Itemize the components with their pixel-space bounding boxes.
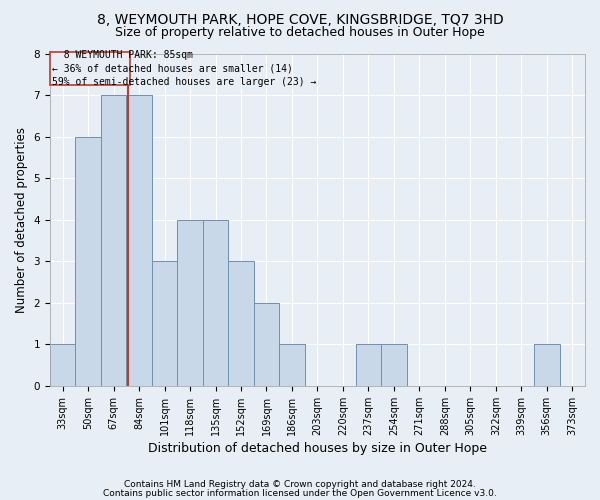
Bar: [101, 96, 127, 386]
X-axis label: Distribution of detached houses by size in Outer Hope: Distribution of detached houses by size …: [148, 442, 487, 455]
Bar: [534, 344, 560, 386]
Bar: [228, 262, 254, 386]
Text: Size of property relative to detached houses in Outer Hope: Size of property relative to detached ho…: [115, 26, 485, 39]
Bar: [356, 344, 381, 386]
Bar: [203, 220, 228, 386]
Bar: [381, 344, 407, 386]
Text: 8 WEYMOUTH PARK: 85sqm
← 36% of detached houses are smaller (14)
59% of semi-det: 8 WEYMOUTH PARK: 85sqm ← 36% of detached…: [52, 50, 317, 86]
Text: Contains HM Land Registry data © Crown copyright and database right 2024.: Contains HM Land Registry data © Crown c…: [124, 480, 476, 489]
Y-axis label: Number of detached properties: Number of detached properties: [15, 127, 28, 313]
Bar: [50, 52, 130, 85]
Bar: [254, 303, 279, 386]
Bar: [178, 220, 203, 386]
Bar: [152, 262, 178, 386]
Text: 8, WEYMOUTH PARK, HOPE COVE, KINGSBRIDGE, TQ7 3HD: 8, WEYMOUTH PARK, HOPE COVE, KINGSBRIDGE…: [97, 12, 503, 26]
Bar: [50, 344, 76, 386]
Bar: [279, 344, 305, 386]
Bar: [127, 96, 152, 386]
Bar: [76, 137, 101, 386]
Text: Contains public sector information licensed under the Open Government Licence v3: Contains public sector information licen…: [103, 489, 497, 498]
